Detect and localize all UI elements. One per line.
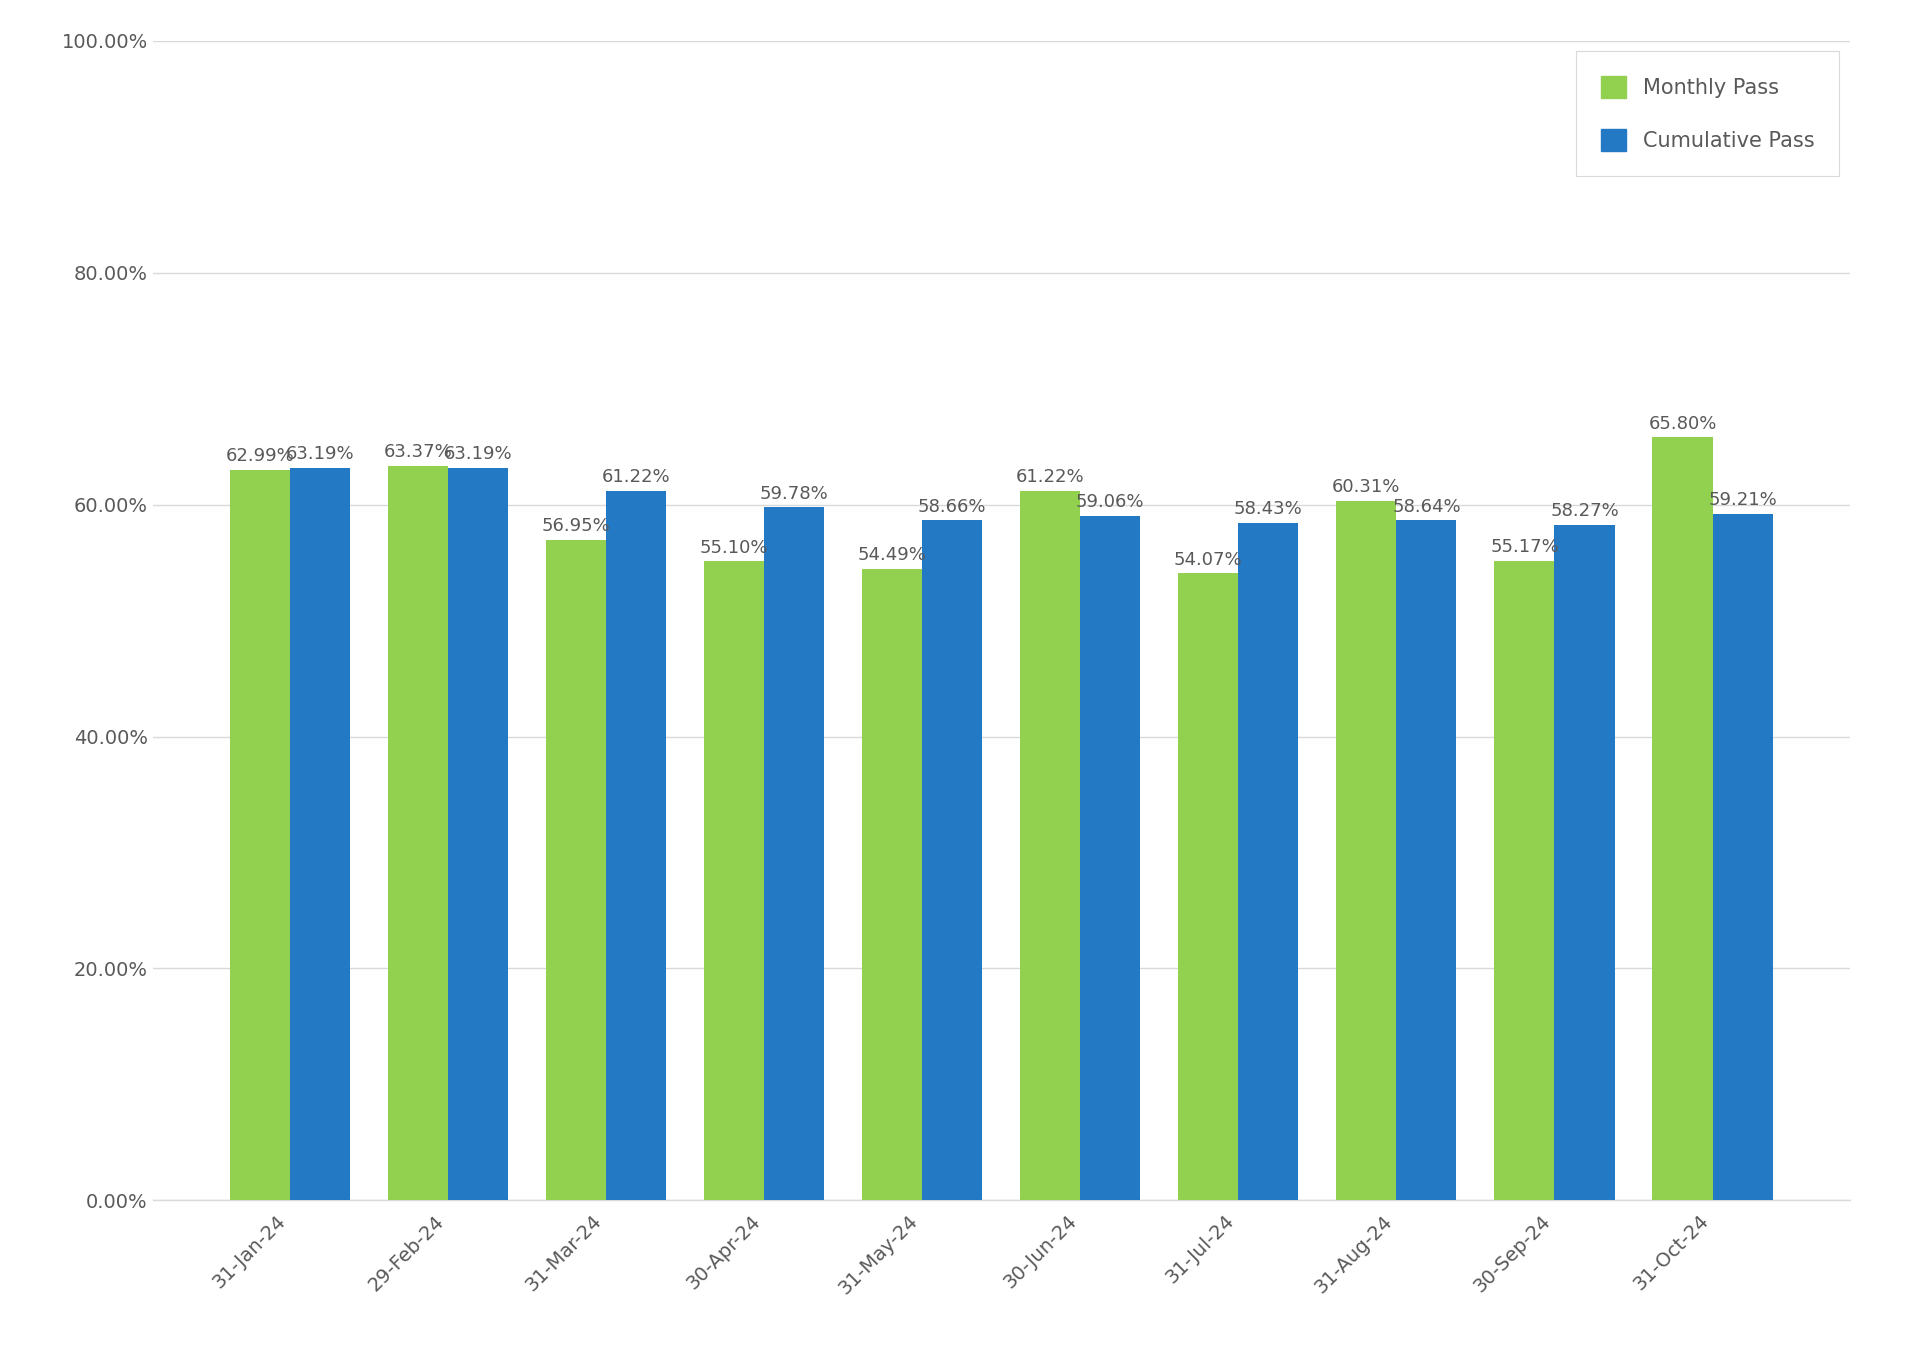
Bar: [862, 569, 923, 1200]
Bar: [765, 507, 824, 1200]
Text: 62.99%: 62.99%: [225, 447, 294, 465]
Text: 55.17%: 55.17%: [1489, 537, 1558, 557]
Bar: [1337, 501, 1396, 1200]
Bar: [229, 471, 290, 1200]
Bar: [1179, 573, 1238, 1200]
Bar: [545, 540, 606, 1200]
Text: 59.21%: 59.21%: [1709, 491, 1777, 509]
Text: 58.66%: 58.66%: [917, 498, 986, 516]
Bar: [1712, 514, 1774, 1200]
Text: 63.19%: 63.19%: [286, 445, 355, 462]
Bar: [704, 562, 765, 1200]
Text: 58.27%: 58.27%: [1550, 502, 1619, 520]
Text: 61.22%: 61.22%: [603, 468, 669, 486]
Text: 58.64%: 58.64%: [1392, 498, 1461, 516]
Text: 58.43%: 58.43%: [1234, 501, 1302, 518]
Text: 54.49%: 54.49%: [858, 546, 927, 563]
Text: 56.95%: 56.95%: [542, 517, 610, 536]
Text: 63.19%: 63.19%: [444, 445, 513, 462]
Bar: [1554, 525, 1615, 1200]
Bar: [1238, 522, 1299, 1200]
Bar: [923, 520, 982, 1200]
Text: 55.10%: 55.10%: [700, 539, 769, 557]
Text: 54.07%: 54.07%: [1175, 551, 1243, 569]
Text: 59.06%: 59.06%: [1076, 492, 1144, 512]
Text: 63.37%: 63.37%: [383, 443, 452, 461]
Text: 60.31%: 60.31%: [1333, 479, 1400, 496]
Bar: [1653, 438, 1712, 1200]
Bar: [606, 491, 666, 1200]
Text: 61.22%: 61.22%: [1016, 468, 1085, 486]
Text: 59.78%: 59.78%: [759, 484, 828, 502]
Bar: [1020, 491, 1079, 1200]
Bar: [1396, 521, 1457, 1200]
Bar: [448, 468, 507, 1200]
Bar: [1495, 561, 1554, 1200]
Bar: [387, 465, 448, 1200]
Text: 65.80%: 65.80%: [1648, 415, 1716, 432]
Bar: [1079, 516, 1140, 1200]
Legend: Monthly Pass, Cumulative Pass: Monthly Pass, Cumulative Pass: [1575, 52, 1840, 176]
Bar: [290, 468, 349, 1200]
